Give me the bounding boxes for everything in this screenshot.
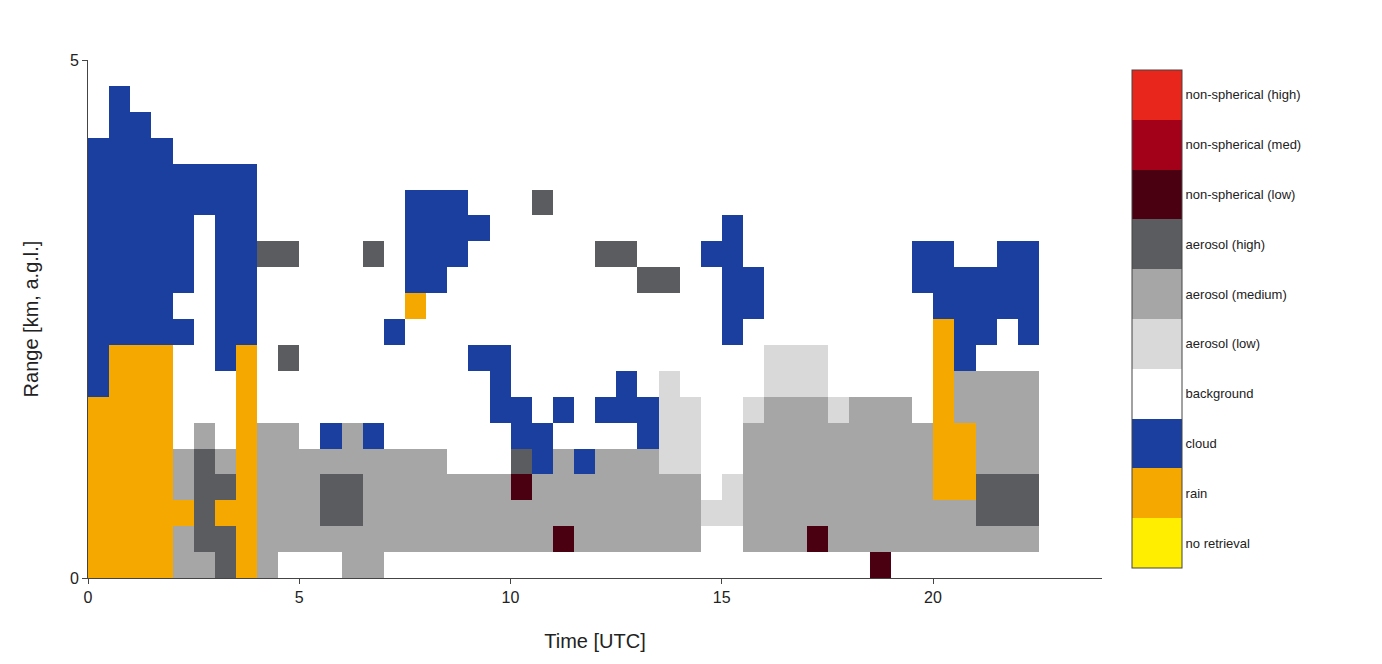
svg-text:0: 0 <box>70 570 79 587</box>
svg-text:non-spherical (high): non-spherical (high) <box>1186 87 1301 102</box>
svg-text:aerosol (high): aerosol (high) <box>1186 237 1266 252</box>
svg-text:non-spherical (med): non-spherical (med) <box>1186 137 1302 152</box>
svg-text:rain: rain <box>1186 486 1208 501</box>
svg-text:non-spherical (low): non-spherical (low) <box>1186 187 1296 202</box>
svg-text:5: 5 <box>70 52 79 69</box>
svg-text:aerosol (low): aerosol (low) <box>1186 336 1260 351</box>
svg-text:cloud: cloud <box>1186 436 1217 451</box>
svg-text:Range [km, a.g.l.]: Range [km, a.g.l.] <box>20 241 42 398</box>
svg-text:aerosol (medium): aerosol (medium) <box>1186 287 1287 302</box>
svg-text:10: 10 <box>502 589 520 606</box>
svg-text:20: 20 <box>924 589 942 606</box>
svg-text:15: 15 <box>713 589 731 606</box>
svg-text:no retrieval: no retrieval <box>1186 536 1250 551</box>
svg-text:Time [UTC]: Time [UTC] <box>544 630 645 652</box>
svg-text:0: 0 <box>84 589 93 606</box>
svg-text:5: 5 <box>295 589 304 606</box>
svg-text:background: background <box>1186 386 1254 401</box>
